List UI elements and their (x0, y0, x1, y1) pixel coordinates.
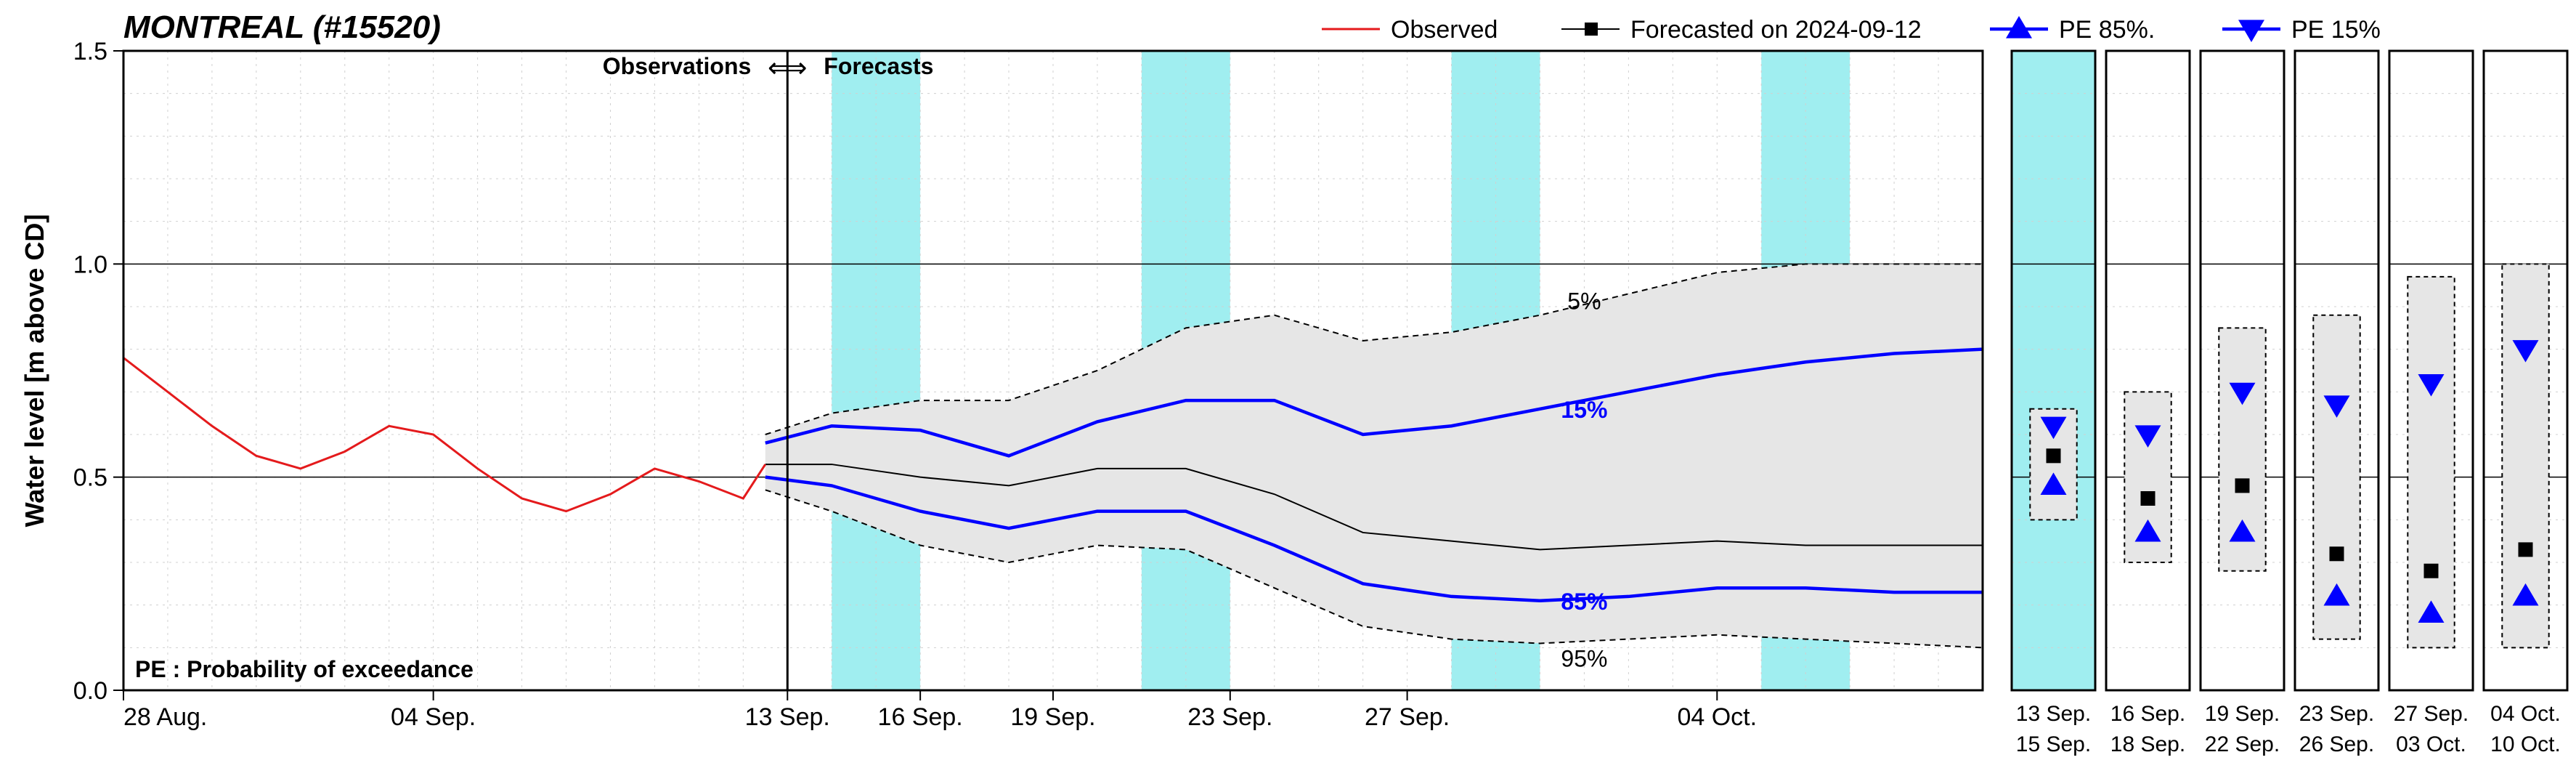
x-tick-label: 16 Sep. (878, 703, 963, 731)
legend-pe15-label: PE 15% (2291, 16, 2381, 44)
panel-label-top: 16 Sep. (2110, 702, 2185, 726)
panel-label-bottom: 10 Oct. (2490, 732, 2561, 756)
pe-footnote: PE : Probability of exceedance (135, 656, 474, 682)
panel-median-marker (2519, 542, 2533, 557)
panel-label-top: 27 Sep. (2394, 702, 2469, 726)
y-tick-label: 1.0 (73, 251, 107, 278)
x-tick-label: 04 Oct. (1677, 703, 1757, 731)
x-tick-label: 13 Sep. (745, 703, 830, 731)
divider-arrow-icon: ⟺ (768, 53, 807, 84)
x-tick-label: 28 Aug. (123, 703, 207, 731)
panel-label-bottom: 03 Oct. (2396, 732, 2466, 756)
panel-label-bottom: 22 Sep. (2205, 732, 2280, 756)
panel-label-top: 04 Oct. (2490, 702, 2561, 726)
panel-median-marker (2141, 491, 2156, 506)
panel-median-marker (2235, 478, 2250, 493)
observations-label: Observations (603, 53, 752, 79)
y-tick-label: 0.5 (73, 464, 107, 492)
label-5pct: 5% (1567, 288, 1601, 315)
panel-median-marker (2424, 564, 2439, 578)
panel-label-bottom: 26 Sep. (2299, 732, 2374, 756)
label-15pct: 15% (1561, 397, 1607, 423)
chart-root: Observations Forecasts ⟺ 5% 95% 15% 85% PE : Pr… (0, 0, 2576, 784)
x-tick-label: 04 Sep. (391, 703, 476, 731)
chart-title: MONTREAL (#15520) (123, 9, 441, 45)
x-tick-label: 27 Sep. (1365, 703, 1450, 731)
y-axis-label: Water level [m above CD] (20, 214, 49, 528)
panel-label-top: 19 Sep. (2205, 702, 2280, 726)
panel-label-bottom: 18 Sep. (2110, 732, 2185, 756)
y-tick-label: 0.0 (73, 677, 107, 705)
panel-envelope (2408, 277, 2454, 647)
x-tick-label: 19 Sep. (1010, 703, 1095, 731)
forecasts-label: Forecasts (824, 53, 933, 79)
panel-median-marker (2330, 546, 2344, 561)
label-95pct: 95% (1561, 645, 1607, 671)
chart-svg: Observations Forecasts ⟺ 5% 95% 15% 85% PE : Pr… (0, 0, 2576, 784)
legend-observed-label: Observed (1391, 16, 1498, 44)
y-tick-label: 1.5 (73, 38, 107, 65)
legend-forecasted-label: Forecasted on 2024-09-12 (1630, 16, 1922, 44)
panel-label-top: 23 Sep. (2299, 702, 2374, 726)
panel-label-top: 13 Sep. (2016, 702, 2091, 726)
legend-pe85-label: PE 85%. (2059, 16, 2155, 44)
panel-label-bottom: 15 Sep. (2016, 732, 2091, 756)
x-tick-label: 23 Sep. (1187, 703, 1272, 731)
panel-median-marker (2047, 448, 2061, 463)
summary-panel: 13 Sep. 15 Sep. (2012, 51, 2095, 756)
label-85pct: 85% (1561, 589, 1607, 615)
